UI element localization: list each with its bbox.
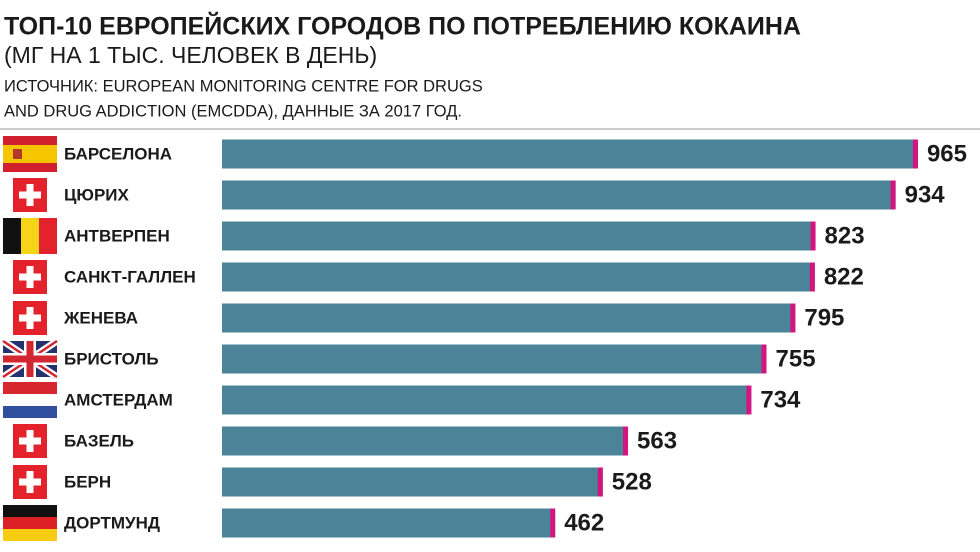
category-label: ЖЕНЕВА — [63, 308, 138, 327]
category-label: БАРСЕЛОНА — [64, 144, 172, 163]
bar-cap — [597, 467, 603, 497]
value-label: 965 — [927, 140, 967, 167]
value-label: 795 — [804, 304, 844, 331]
value-label: 528 — [612, 468, 652, 495]
flag-part — [3, 505, 57, 517]
value-label: 823 — [825, 222, 865, 249]
flag-part — [3, 517, 57, 529]
flag-part — [19, 191, 41, 199]
bar — [222, 180, 896, 210]
category-label: ДОРТМУНД — [64, 513, 160, 532]
value-label: 734 — [760, 386, 801, 413]
flag — [13, 301, 47, 335]
bar — [222, 426, 629, 456]
category-label: БАЗЕЛЬ — [64, 431, 134, 450]
source: AND DRUG ADDICTION (EMCDDA), ДАННЫЕ ЗА 2… — [4, 102, 462, 120]
chart-subtitle: (МГ НА 1 ТЫС. ЧЕЛОВЕК В ДЕНЬ) — [4, 42, 377, 68]
flag-part — [3, 394, 57, 406]
category-label: ЦЮРИХ — [64, 185, 130, 204]
value-label: 563 — [637, 427, 677, 454]
bar-cap — [761, 344, 767, 374]
flag-part — [21, 218, 39, 254]
flag-part — [3, 529, 57, 541]
bar-cap — [790, 303, 796, 333]
bar — [222, 262, 815, 292]
flag-part — [3, 355, 57, 363]
flag — [13, 260, 47, 294]
bar — [222, 139, 918, 169]
flag — [13, 178, 47, 212]
chart-title: ТОП-10 ЕВРОПЕЙСКИХ ГОРОДОВ ПО ПОТРЕБЛЕНИ… — [4, 11, 801, 41]
bar-cap — [912, 139, 918, 169]
bar — [222, 303, 796, 333]
bar-cap — [623, 426, 629, 456]
flag-part — [19, 273, 41, 281]
category-label: САНКТ-ГАЛЛЕН — [64, 267, 196, 286]
bar-cap — [550, 508, 556, 538]
flag-part — [19, 314, 41, 322]
flag-part — [39, 218, 57, 254]
value-label: 462 — [564, 509, 604, 536]
category-label: БРИСТОЛЬ — [64, 349, 159, 368]
flag-part — [19, 478, 41, 486]
flag — [13, 465, 47, 499]
category-label: БЕРН — [64, 472, 111, 491]
flag-part — [3, 382, 57, 394]
flag — [1, 338, 59, 380]
bar-cap — [809, 262, 815, 292]
flag-part — [3, 406, 57, 418]
flag-part — [13, 149, 22, 159]
bar — [222, 467, 603, 497]
value-label: 755 — [776, 345, 816, 372]
flag-part — [3, 145, 57, 163]
flag-part — [19, 437, 41, 445]
flag — [3, 382, 57, 418]
flag — [3, 136, 57, 172]
bar — [222, 221, 816, 251]
rows: БАРСЕЛОНА 965 ЦЮРИХ 934 АНТВЕРПЕН 823 САНКТ-ГА… — [1, 136, 967, 541]
value-label: 934 — [905, 181, 946, 208]
category-label: АМСТЕРДАМ — [64, 390, 173, 409]
bar-cap — [810, 221, 816, 251]
bar — [222, 508, 556, 538]
category-label: АНТВЕРПЕН — [64, 226, 170, 245]
bar — [222, 385, 752, 415]
bar-cap — [746, 385, 752, 415]
flag — [13, 424, 47, 458]
flag-part — [3, 218, 21, 254]
flag — [3, 218, 57, 254]
value-label: 822 — [824, 263, 864, 290]
bar — [222, 344, 767, 374]
bar-cap — [890, 180, 896, 210]
source: ИСТОЧНИК: EUROPEAN MONITORING CENTRE FOR… — [4, 77, 483, 95]
flag — [3, 505, 57, 541]
